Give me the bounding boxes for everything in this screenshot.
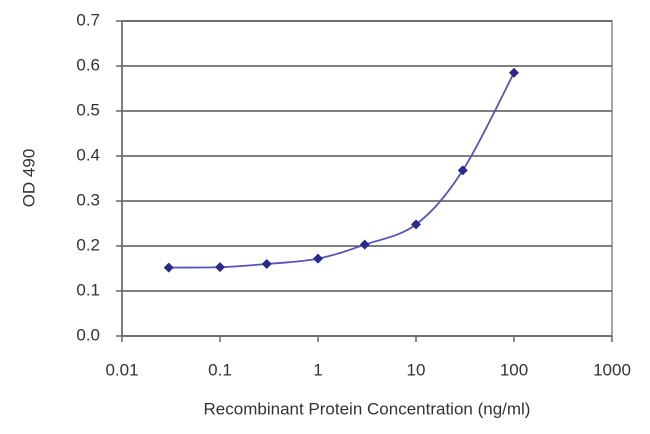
x-tick-label: 100 [500,360,528,379]
x-tick-label: 1000 [593,360,631,379]
y-axis-label: OD 490 [19,149,38,208]
x-tick-label: 0.01 [105,360,138,379]
y-tick-label: 0.4 [76,145,100,164]
y-tick-label: 0.2 [76,235,100,254]
y-tick-label: 0.5 [76,100,100,119]
data-point [313,253,323,264]
y-tick-label: 0.3 [76,190,100,209]
x-tick-label: 10 [407,360,426,379]
y-tick-label: 0.0 [76,325,100,344]
data-point [359,239,370,250]
data-point [215,262,225,273]
data-point [457,165,468,176]
plot-area [121,20,613,337]
x-axis-label: Recombinant Protein Concentration (ng/ml… [204,399,531,418]
data-point [509,67,519,78]
x-tick-label: 0.1 [208,360,232,379]
data-point [163,262,174,273]
data-point [261,259,272,269]
y-tick-label: 0.1 [76,280,100,299]
data-point [411,219,421,230]
x-tick-label: 1 [313,360,322,379]
y-tick-label: 0.6 [76,55,100,74]
y-tick-label: 0.7 [76,10,100,29]
